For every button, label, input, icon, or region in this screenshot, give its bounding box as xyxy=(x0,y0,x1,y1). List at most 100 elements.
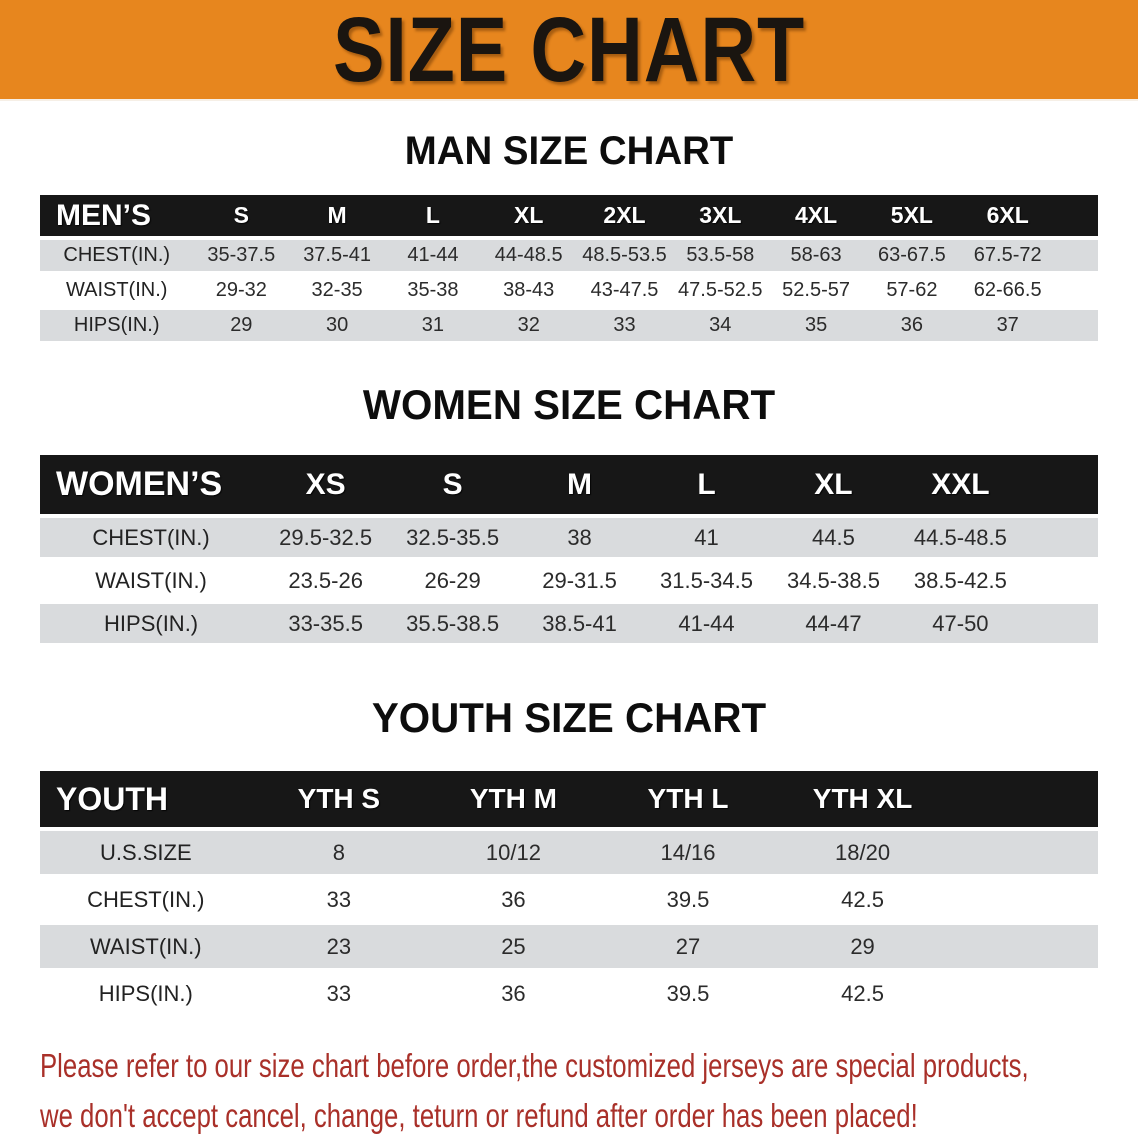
cell-value: 41 xyxy=(643,518,770,561)
column-header: XS xyxy=(262,455,390,518)
row-label: WAIST(IN.) xyxy=(40,275,194,310)
cell-value: 25 xyxy=(426,925,601,972)
section-heading-women: WOMEN SIZE CHART xyxy=(362,381,776,428)
header-row: YOUTH YTH S YTH M YTH L YTH XL xyxy=(40,771,1098,831)
cell-value: 29-31.5 xyxy=(516,561,644,604)
cell-value: 42.5 xyxy=(775,878,950,925)
cell-value: 10/12 xyxy=(426,831,601,878)
cell-value: 39.5 xyxy=(600,972,776,1019)
cell-filler xyxy=(1055,310,1098,345)
cell-value: 47-50 xyxy=(896,604,1024,647)
header-row: MEN’S S M L XL 2XL 3XL 4XL 5XL 6XL xyxy=(40,195,1098,240)
table-row: U.S.SIZE 8 10/12 14/16 18/20 xyxy=(40,831,1098,878)
column-header: 5XL xyxy=(864,195,960,240)
banner: SIZE CHART xyxy=(0,0,1138,101)
cell-value: 33-35.5 xyxy=(262,604,390,647)
table-header-label: WOMEN’S xyxy=(40,455,263,518)
size-table-men: MEN’S S M L XL 2XL 3XL 4XL 5XL 6XL CHEST(IN.) 35-37… xyxy=(40,195,1098,345)
column-header: S xyxy=(193,195,290,240)
cell-value: 58-63 xyxy=(768,240,864,275)
cell-value: 52.5-57 xyxy=(768,275,864,310)
cell-value: 31.5-34.5 xyxy=(643,561,770,604)
cell-value: 14/16 xyxy=(600,831,776,878)
cell-value: 23.5-26 xyxy=(262,561,390,604)
size-chart-content: MAN SIZE CHART MEN’S S M L XL 2XL 3XL 4XL 5XL 6XL C… xyxy=(0,128,1138,1141)
disclaimer: Please refer to our size chart before or… xyxy=(40,1041,1029,1141)
cell-value: 27 xyxy=(600,925,776,972)
column-header: XXL xyxy=(896,455,1024,518)
row-label: HIPS(IN.) xyxy=(40,972,252,1019)
cell-filler xyxy=(1023,561,1098,604)
cell-filler xyxy=(949,878,1098,925)
cell-value: 35-38 xyxy=(385,275,481,310)
column-header: M xyxy=(289,195,386,240)
column-header: 6XL xyxy=(959,195,1056,240)
row-label: WAIST(IN.) xyxy=(40,925,252,972)
cell-filler xyxy=(1023,604,1098,647)
table-header-label: YOUTH xyxy=(40,771,252,831)
table-row: CHEST(IN.) 33 36 39.5 42.5 xyxy=(40,878,1098,925)
column-header: 4XL xyxy=(768,195,864,240)
cell-value: 32 xyxy=(480,310,577,345)
row-label: WAIST(IN.) xyxy=(40,561,263,604)
cell-value: 37 xyxy=(959,310,1056,345)
cell-value: 18/20 xyxy=(775,831,950,878)
cell-value: 29 xyxy=(775,925,950,972)
cell-value: 34.5-38.5 xyxy=(769,561,897,604)
cell-value: 47.5-52.5 xyxy=(672,275,769,310)
cell-value: 29 xyxy=(193,310,290,345)
cell-value: 38 xyxy=(516,518,644,561)
cell-value: 38-43 xyxy=(480,275,577,310)
cell-value: 36 xyxy=(426,972,601,1019)
header-filler xyxy=(949,771,1098,831)
table-row: HIPS(IN.) 29 30 31 32 33 34 35 36 37 xyxy=(40,310,1098,345)
cell-value: 34 xyxy=(672,310,769,345)
cell-filler xyxy=(1023,518,1098,561)
banner-title: SIZE CHART xyxy=(332,0,806,101)
section-heading-youth: YOUTH SIZE CHART xyxy=(371,694,767,741)
cell-value: 35-37.5 xyxy=(193,240,290,275)
cell-filler xyxy=(949,831,1098,878)
table-row: HIPS(IN.) 33 36 39.5 42.5 xyxy=(40,972,1098,1019)
header-row: WOMEN’S XS S M L XL XXL xyxy=(40,455,1098,518)
size-table-youth: YOUTH YTH S YTH M YTH L YTH XL U.S.SIZE 8 10/12… xyxy=(40,771,1098,1019)
cell-value: 35 xyxy=(768,310,864,345)
cell-value: 44-47 xyxy=(769,604,897,647)
header-filler xyxy=(1055,195,1098,240)
disclaimer-line-2: we don't accept cancel, change, teturn o… xyxy=(40,1097,918,1134)
cell-value: 53.5-58 xyxy=(672,240,769,275)
row-label: HIPS(IN.) xyxy=(40,310,194,345)
table-row: HIPS(IN.) 33-35.5 35.5-38.5 38.5-41 41-44 44-… xyxy=(40,604,1098,647)
cell-value: 35.5-38.5 xyxy=(389,604,517,647)
disclaimer-line-1: Please refer to our size chart before or… xyxy=(40,1047,1029,1084)
column-header: 3XL xyxy=(672,195,769,240)
column-header: YTH S xyxy=(251,771,427,831)
column-header: XL xyxy=(480,195,577,240)
cell-value: 31 xyxy=(385,310,481,345)
size-chart-sections: MAN SIZE CHART MEN’S S M L XL 2XL 3XL 4XL 5XL 6XL C… xyxy=(0,128,1138,1019)
column-header: YTH L xyxy=(600,771,776,831)
section-heading-men: MAN SIZE CHART xyxy=(404,129,734,173)
cell-value: 48.5-53.5 xyxy=(576,240,673,275)
cell-value: 44-48.5 xyxy=(480,240,577,275)
cell-value: 44.5-48.5 xyxy=(896,518,1024,561)
table-row: WAIST(IN.) 29-32 32-35 35-38 38-43 43-47.5 47.… xyxy=(40,275,1098,310)
cell-value: 63-67.5 xyxy=(864,240,960,275)
table-row: WAIST(IN.) 23 25 27 29 xyxy=(40,925,1098,972)
cell-value: 30 xyxy=(289,310,386,345)
cell-value: 38.5-41 xyxy=(516,604,644,647)
column-header: XL xyxy=(769,455,897,518)
cell-value: 42.5 xyxy=(775,972,950,1019)
cell-value: 38.5-42.5 xyxy=(896,561,1024,604)
cell-value: 36 xyxy=(426,878,601,925)
column-header: L xyxy=(643,455,770,518)
cell-value: 33 xyxy=(251,972,427,1019)
row-label: CHEST(IN.) xyxy=(40,518,263,561)
header-filler xyxy=(1023,455,1098,518)
row-label: HIPS(IN.) xyxy=(40,604,263,647)
cell-value: 8 xyxy=(251,831,427,878)
column-header: L xyxy=(385,195,481,240)
column-header: M xyxy=(516,455,644,518)
cell-value: 43-47.5 xyxy=(576,275,673,310)
cell-value: 33 xyxy=(251,878,427,925)
